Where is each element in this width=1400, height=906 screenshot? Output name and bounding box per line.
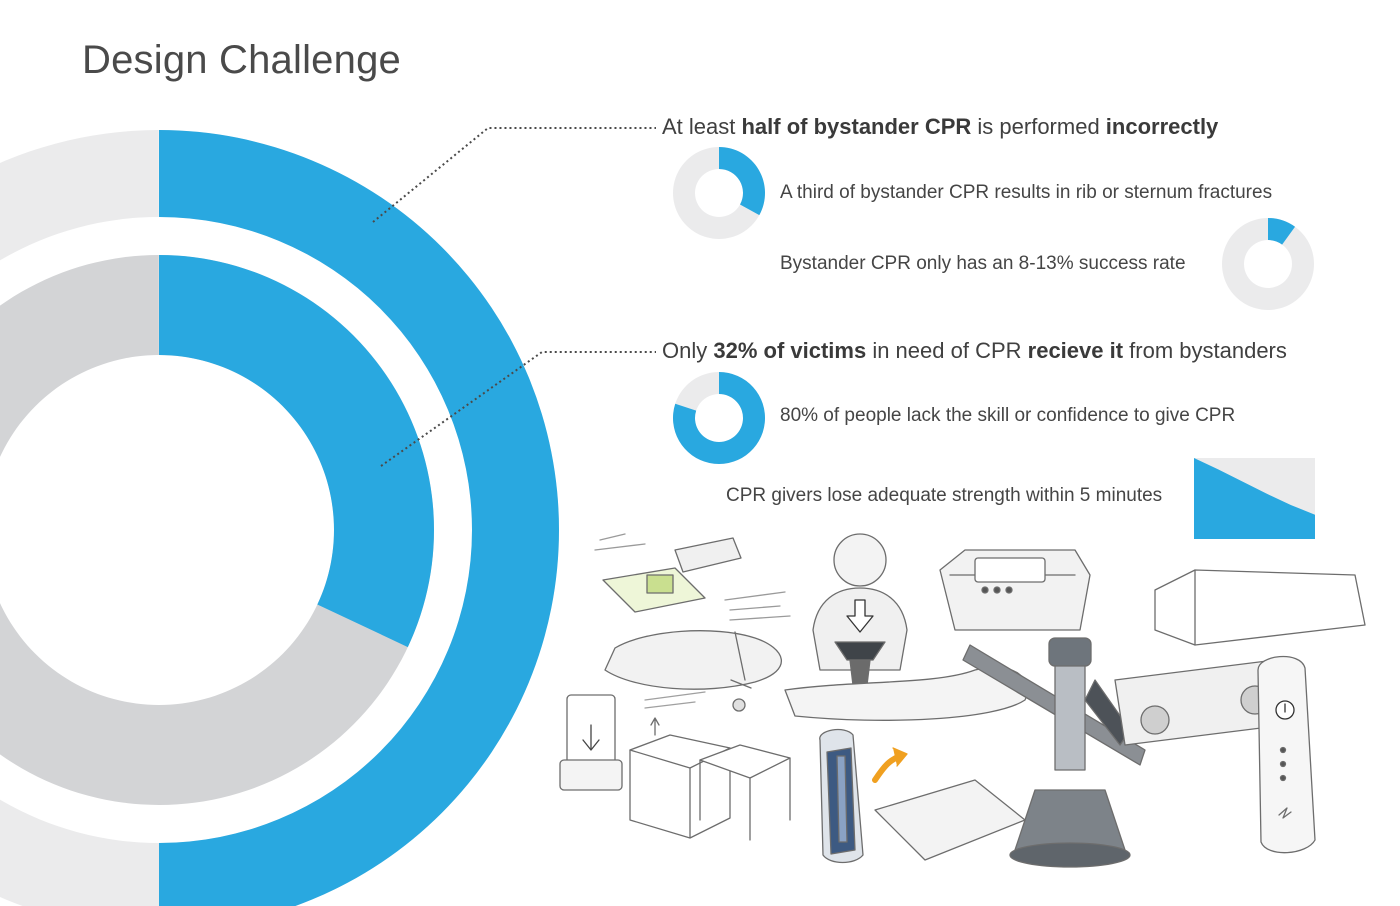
headline-part: recieve it bbox=[1027, 338, 1124, 363]
headline-part: half of bystander CPR bbox=[741, 114, 972, 139]
mini-donut-lack-skill-slice bbox=[673, 372, 765, 464]
strength-decline-area-chart bbox=[1194, 458, 1315, 539]
large-donut-rings bbox=[0, 130, 559, 906]
headline-part: Only bbox=[662, 338, 714, 363]
sketch-display-unit bbox=[939, 549, 1091, 631]
headline-part: is performed bbox=[971, 114, 1106, 139]
donut-lack-skill bbox=[673, 372, 765, 464]
sketch-manikin-compression bbox=[784, 533, 1029, 721]
headline-part: from bystanders bbox=[1123, 338, 1287, 363]
headline-32-percent: Only 32% of victims in need of CPR recie… bbox=[662, 338, 1287, 364]
stat-success-rate: Bystander CPR only has an 8-13% success … bbox=[780, 253, 1186, 274]
stat-strength-loss: CPR givers lose adequate strength within… bbox=[726, 485, 1163, 506]
headline-part: At least bbox=[662, 114, 742, 139]
donut-third-fractures bbox=[673, 147, 765, 239]
headline-part: 32% of victims bbox=[713, 338, 867, 363]
stat-lack-skill: 80% of people lack the skill or confiden… bbox=[780, 405, 1236, 426]
sketch-handheld-device bbox=[594, 533, 791, 712]
headline-half-incorrect: At least half of bystander CPR is perfor… bbox=[662, 114, 1218, 140]
headline-part: incorrectly bbox=[1105, 114, 1219, 139]
sketch-dock-concepts bbox=[559, 691, 791, 841]
sketch-strap-device bbox=[962, 637, 1146, 868]
stat-rib-fractures: A third of bystander CPR results in rib … bbox=[780, 182, 1273, 203]
page-title: Design Challenge bbox=[82, 38, 401, 82]
outer-ring-slice bbox=[159, 130, 559, 906]
sketch-base-unit bbox=[1114, 569, 1366, 854]
headline-part: in need of CPR bbox=[866, 338, 1028, 363]
donut-success-rate bbox=[1222, 218, 1314, 310]
mini-donut-success-slice bbox=[1268, 218, 1296, 245]
area-series-strength bbox=[1194, 458, 1315, 539]
concept-sketches bbox=[559, 533, 1366, 868]
mini-donut-success-track bbox=[1222, 218, 1314, 310]
mini-donut-fractures-slice bbox=[719, 147, 765, 216]
sketch-blue-handheld bbox=[819, 728, 1026, 864]
inner-ring-slice bbox=[159, 255, 435, 648]
